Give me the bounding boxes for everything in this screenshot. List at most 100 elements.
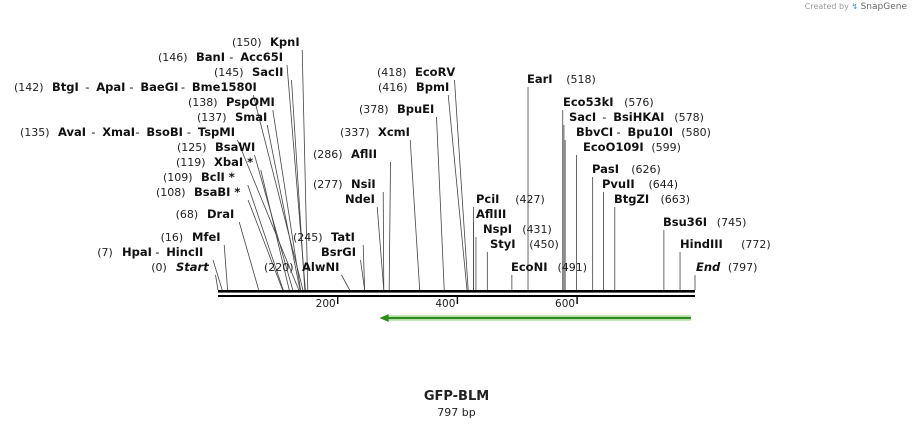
backbone-bottom-strand xyxy=(218,295,695,297)
site-label[interactable]: BclI * (109) xyxy=(163,170,235,184)
site-position: (431) xyxy=(522,223,552,236)
site-position: (245) xyxy=(293,231,323,244)
site-label[interactable]: Start (0) xyxy=(151,260,209,274)
site-position: (145) xyxy=(214,66,244,79)
enzyme-name: HindIII xyxy=(680,237,723,251)
site-label[interactable]: AflIII xyxy=(476,207,506,221)
site-label[interactable]: BsrGI xyxy=(321,245,356,259)
site-label[interactable]: EarI (518) xyxy=(527,72,596,86)
site-label[interactable]: DraI (68) xyxy=(176,207,235,221)
enzyme-name: EcoO109I xyxy=(583,140,644,154)
site-label[interactable]: BsaBI * (108) xyxy=(156,185,240,199)
site-label[interactable]: PciI (427) xyxy=(476,192,545,206)
site-connector xyxy=(341,274,351,291)
site-label[interactable]: EcoO109I (599) xyxy=(583,140,681,154)
site-position: (137) xyxy=(197,111,227,124)
site-position: (150) xyxy=(232,36,262,49)
site-label[interactable]: BbvCI - Bpu10I (580) xyxy=(576,125,711,139)
snapgene-logo-icon: ↯ xyxy=(851,2,859,11)
site-connector xyxy=(266,124,301,291)
site-label[interactable]: PvuII (644) xyxy=(602,177,678,191)
enzyme-name: Acc65I xyxy=(240,50,283,64)
site-label[interactable]: BtgZI (663) xyxy=(614,192,690,206)
site-position: (277) xyxy=(313,178,343,191)
site-position: (599) xyxy=(651,141,681,154)
enzyme-name: AflIII xyxy=(476,207,506,221)
site-label[interactable]: EcoNI (491) xyxy=(511,260,587,274)
site-position: (68) xyxy=(176,208,199,221)
site-position: (418) xyxy=(377,66,407,79)
site-label[interactable]: HpaI - HincII (7) xyxy=(97,245,203,259)
site-connector xyxy=(376,206,385,291)
backbone-top-strand xyxy=(218,290,695,293)
site-position: (138) xyxy=(188,96,218,109)
site-label[interactable]: SacII (145) xyxy=(214,65,283,79)
site-label[interactable]: StyI (450) xyxy=(490,237,559,251)
enzyme-name: BsoBI xyxy=(146,125,183,139)
enzyme-name: BsaWI xyxy=(215,140,255,154)
enzyme-name: SacI xyxy=(569,110,596,124)
site-connector-lines xyxy=(212,49,696,291)
site-connector xyxy=(237,139,300,291)
enzyme-name: BclI * xyxy=(201,170,235,184)
site-label[interactable]: BanI - Acc65I (146) xyxy=(158,50,283,64)
site-label[interactable]: EcoRV (418) xyxy=(377,65,455,79)
site-position: (580) xyxy=(681,126,711,139)
site-connector xyxy=(254,154,294,291)
enzyme-name: EarI xyxy=(527,72,553,86)
site-label[interactable]: SacI - BsiHKAI (578) xyxy=(569,110,704,124)
site-label[interactable]: BsaWI (125) xyxy=(177,140,255,154)
site-label[interactable]: End (797) xyxy=(696,260,757,274)
site-label[interactable]: XbaI * (119) xyxy=(176,155,253,169)
site-label[interactable]: AvaI - XmaI - BsoBI - TspMI(135) xyxy=(20,125,235,139)
site-label[interactable]: NsiI (277) xyxy=(313,177,376,191)
enzyme-name: NspI xyxy=(483,222,512,236)
site-label[interactable]: BpmI (416) xyxy=(378,80,449,94)
site-label[interactable]: SmaI (137) xyxy=(197,110,267,124)
site-label[interactable]: HindIII (772) xyxy=(680,237,771,251)
site-connector xyxy=(247,184,284,291)
credit-brand: SnapGene xyxy=(860,2,907,12)
enzyme-name: BsrGI xyxy=(321,245,356,259)
site-connector xyxy=(260,169,290,291)
site-position: (797) xyxy=(728,261,758,274)
site-label[interactable]: NdeI xyxy=(345,192,375,206)
site-label[interactable]: AlwNI (220) xyxy=(264,260,339,274)
enzyme-name: NdeI xyxy=(345,192,375,206)
credit-prefix: Created by xyxy=(804,2,849,11)
enzyme-name: BpmI xyxy=(416,80,449,94)
site-position: (142) xyxy=(14,81,44,94)
site-label[interactable]: Eco53kI (576) xyxy=(563,95,654,109)
site-connector xyxy=(212,259,223,291)
site-label[interactable]: PspOMI (138) xyxy=(188,95,275,109)
enzyme-name: XmaI xyxy=(102,125,135,139)
enzyme-name: Eco53kI xyxy=(563,95,614,109)
site-label[interactable]: KpnI (150) xyxy=(232,35,300,49)
site-label[interactable]: PasI (626) xyxy=(592,162,661,176)
site-label[interactable]: AflII (286) xyxy=(313,147,377,161)
site-connector xyxy=(454,79,469,291)
site-label[interactable]: BtgI - ApaI - BaeGI - Bme1580I(142) xyxy=(14,80,257,94)
site-label[interactable]: BpuEI (378) xyxy=(359,102,434,116)
site-connector xyxy=(301,49,309,291)
enzyme-name: BtgZI xyxy=(614,192,649,206)
enzyme-name: EcoRV xyxy=(415,65,455,79)
site-position: (135) xyxy=(20,126,50,139)
enzyme-name: AflII xyxy=(351,147,377,161)
enzyme-name: SacII xyxy=(252,65,283,79)
enzyme-name: HpaI xyxy=(122,245,152,259)
site-position: (491) xyxy=(558,261,588,274)
site-label[interactable]: MfeI (16) xyxy=(161,230,221,244)
site-label[interactable]: TatI (245) xyxy=(293,230,355,244)
enzyme-name: PciI xyxy=(476,192,499,206)
enzyme-name: KpnI xyxy=(270,35,300,49)
name-separator: - xyxy=(85,80,89,94)
enzyme-name: EcoNI xyxy=(511,260,547,274)
site-connector xyxy=(223,244,228,291)
site-label[interactable]: Bsu36I (745) xyxy=(663,215,746,229)
site-connector xyxy=(252,94,304,291)
site-label[interactable]: NspI (431) xyxy=(483,222,552,236)
site-label[interactable]: XcmI (337) xyxy=(340,125,410,139)
site-connector xyxy=(238,221,260,291)
site-connector xyxy=(286,64,306,291)
